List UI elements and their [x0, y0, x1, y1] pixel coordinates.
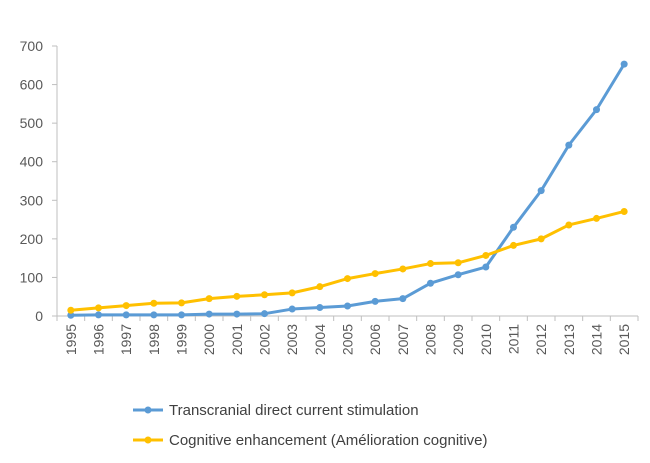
legend-label: Transcranial direct current stimulation: [169, 402, 419, 419]
data-point: [178, 311, 185, 319]
x-tick-label: 2012: [533, 324, 549, 355]
data-point: [122, 302, 130, 310]
y-tick-label: 600: [20, 77, 44, 93]
x-tick-label: 1999: [174, 324, 190, 355]
data-point: [67, 311, 75, 319]
data-point: [593, 106, 600, 114]
data-point: [482, 263, 490, 271]
data-point: [316, 283, 324, 291]
data-point: [537, 187, 545, 195]
data-point: [233, 310, 241, 318]
data-point: [261, 310, 268, 318]
data-point: [620, 207, 628, 215]
series-line-2: [69, 209, 626, 312]
x-tick-label: 2011: [506, 324, 522, 354]
legend-swatch-marker: [144, 436, 152, 444]
x-tick-label: 2009: [450, 324, 466, 355]
data-point: [454, 271, 462, 279]
y-tick-label: 700: [20, 38, 44, 54]
y-tick-label: 400: [20, 154, 44, 170]
data-point: [344, 302, 351, 310]
data-point: [316, 304, 324, 312]
x-tick-label: 2000: [201, 324, 217, 355]
data-point: [399, 295, 407, 303]
y-tick-label: 500: [20, 115, 44, 131]
x-tick-label: 2015: [616, 324, 632, 355]
x-tick-label: 1996: [91, 324, 107, 355]
x-axis: 1995 1996 1997 1998 1999 2000 2001 2002 2003 2004…: [56, 315, 639, 355]
y-tick-label: 200: [20, 231, 44, 247]
data-point: [95, 311, 102, 319]
legend: Transcranial direct current stimulation C…: [133, 402, 488, 449]
data-point: [565, 221, 573, 229]
data-point: [150, 299, 158, 307]
x-tick-label: 2014: [589, 324, 605, 355]
data-point: [510, 241, 517, 249]
data-point: [620, 60, 628, 68]
data-point: [454, 259, 462, 267]
y-axis: 0 100 200 300 400 500 600 700: [20, 38, 58, 324]
y-tick-label: 300: [20, 192, 44, 208]
x-tick-label: 2010: [478, 324, 494, 355]
data-point: [371, 297, 379, 305]
data-point: [122, 311, 130, 319]
data-point: [150, 311, 158, 319]
data-point: [482, 251, 490, 259]
data-point: [427, 260, 434, 268]
data-point: [593, 214, 600, 222]
x-tick-label: 2007: [395, 324, 411, 355]
x-tick-label: 1997: [118, 324, 134, 355]
x-tick-label: 2001: [229, 324, 245, 355]
data-point: [537, 235, 545, 243]
data-point: [178, 299, 185, 307]
x-tick-label: 2005: [340, 324, 356, 355]
data-point: [205, 310, 213, 318]
y-tick-label: 100: [20, 269, 44, 285]
y-tick-label: 0: [35, 308, 43, 324]
legend-swatch-marker: [144, 406, 152, 414]
legend-label: Cognitive enhancement (Amélioration cogn…: [169, 432, 488, 449]
x-tick-label: 2006: [367, 324, 383, 355]
x-tick-label: 1998: [146, 324, 162, 355]
series-layer: [67, 60, 628, 319]
x-tick-label: 2002: [257, 324, 273, 355]
data-point: [344, 275, 351, 283]
x-tick-label: 2003: [284, 324, 300, 355]
x-tick-label: 1995: [63, 324, 79, 355]
data-point: [233, 292, 241, 300]
data-point: [565, 141, 573, 149]
data-point: [371, 270, 379, 278]
data-point: [67, 306, 75, 314]
data-point: [288, 305, 296, 313]
data-point: [205, 295, 213, 303]
data-point: [399, 265, 407, 273]
x-tick-label: 2013: [561, 324, 577, 355]
data-point: [288, 289, 296, 297]
data-point: [510, 223, 517, 231]
data-point: [95, 304, 102, 312]
x-tick-label: 2008: [423, 324, 439, 355]
x-tick-label: 2004: [312, 324, 328, 355]
data-point: [427, 279, 434, 287]
data-point: [261, 291, 268, 299]
